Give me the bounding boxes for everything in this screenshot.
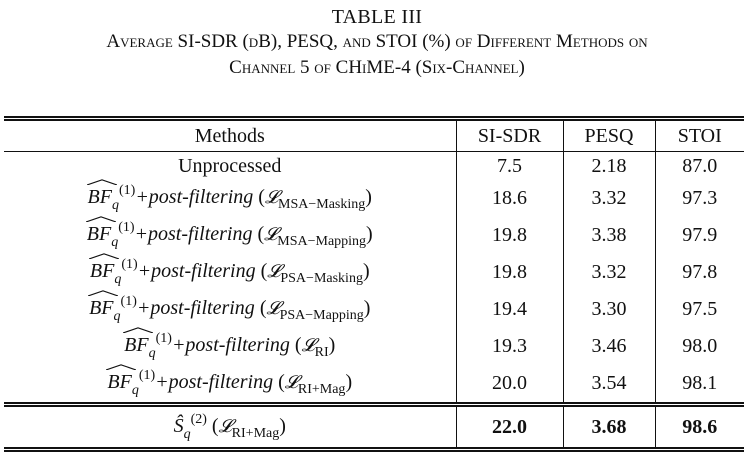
table-row: BFq(1)+post-filtering (𝓛RI) 19.3 3.46 98.0: [4, 327, 744, 365]
beamformer-superscript: (1): [118, 220, 135, 235]
estimate-superscript: (2): [190, 411, 207, 427]
method-cell: BFq(1)+post-filtering (𝓛MSA−Masking): [4, 179, 456, 217]
header-pesq: PESQ: [562, 116, 655, 152]
caption-line-2: Channel 5 of CHiME-4 (Six-Channel): [229, 57, 525, 78]
post-filtering-text: +post-filtering: [137, 260, 256, 282]
stoi-cell: 97.8: [654, 254, 744, 291]
table-row: BFq(1)+post-filtering (𝓛PSA−Masking) 19.8…: [4, 253, 744, 291]
beamformer-symbol: BF: [106, 364, 137, 394]
loss-symbol: 𝓛: [264, 187, 279, 208]
results-table-wrap: Methods SI-SDR PESQ STOI Unprocessed 7.5…: [4, 116, 744, 452]
loss-subscript: RI+Mag: [231, 425, 280, 441]
loss-symbol: 𝓛: [267, 261, 281, 282]
loss-symbol: 𝓛: [301, 335, 315, 356]
stoi-cell: 97.5: [654, 291, 744, 328]
loss-subscript: MSA−Mapping: [277, 234, 367, 249]
si-sdr-cell: 19.8: [455, 217, 563, 254]
pesq-cell: 3.38: [562, 217, 655, 254]
beamformer-subscript: q: [111, 198, 119, 213]
estimate-symbol: Ŝ: [173, 414, 184, 437]
table-row: BFq(1)+post-filtering (𝓛MSA−Mapping) 19.8…: [4, 216, 744, 254]
pesq-cell: 3.68: [562, 402, 655, 452]
loss-subscript: PSA−Mapping: [279, 308, 364, 323]
header-methods: Methods: [4, 116, 456, 152]
stoi-cell: 87.0: [654, 151, 744, 180]
beamformer-subscript: q: [113, 309, 121, 324]
loss-subscript: RI+Mag: [297, 382, 346, 397]
post-filtering-text: +post-filtering: [155, 371, 274, 393]
pesq-cell: 3.32: [562, 180, 655, 217]
beamformer-symbol: BF: [85, 216, 116, 246]
table-row-proposed: Ŝq(2) (𝓛RI+Mag) 22.0 3.68 98.6: [4, 402, 744, 452]
table-row: Unprocessed 7.5 2.18 87.0: [4, 151, 744, 180]
table-body: Unprocessed 7.5 2.18 87.0 BFq(1)+post-fi…: [4, 151, 744, 452]
pesq-cell: 3.54: [562, 365, 655, 405]
si-sdr-cell: 7.5: [455, 151, 563, 180]
stoi-cell: 98.1: [654, 365, 744, 405]
loss-symbol: 𝓛: [218, 415, 232, 437]
beamformer-symbol: BF: [86, 179, 117, 209]
wide-hat-accent: [86, 179, 117, 185]
pesq-cell: 3.32: [562, 254, 655, 291]
beamformer-symbol: BF: [123, 327, 154, 357]
beamformer-subscript: q: [148, 346, 156, 361]
stoi-cell: 97.9: [654, 217, 744, 254]
table-row: BFq(1)+post-filtering (𝓛RI+Mag) 20.0 3.54 9…: [4, 364, 744, 405]
si-sdr-cell: 19.8: [455, 254, 563, 291]
stoi-cell: 98.6: [654, 402, 744, 452]
pesq-cell: 3.46: [562, 328, 655, 365]
method-cell: BFq(1)+post-filtering (𝓛MSA−Mapping): [4, 216, 456, 254]
si-sdr-cell: 19.3: [455, 328, 563, 365]
wide-hat-accent: [88, 290, 119, 296]
wide-hat-accent: [123, 327, 154, 333]
beamformer-subscript: q: [114, 272, 122, 287]
wide-hat-accent: [88, 253, 119, 259]
beamformer-symbol: BF: [88, 290, 119, 320]
si-sdr-cell: 20.0: [455, 365, 563, 405]
post-filtering-text: +post-filtering: [136, 297, 255, 319]
table-row: BFq(1)+post-filtering (𝓛PSA−Mapping) 19.4…: [4, 290, 744, 328]
estimate-subscript: q: [183, 426, 191, 442]
loss-subscript: PSA−Masking: [280, 271, 363, 286]
beamformer-superscript: (1): [120, 294, 137, 309]
pesq-cell: 2.18: [562, 151, 655, 180]
table-number: TABLE III: [331, 6, 423, 28]
si-sdr-cell: 19.4: [455, 291, 563, 328]
si-sdr-cell: 22.0: [455, 402, 563, 452]
method-cell: BFq(1)+post-filtering (𝓛PSA−Mapping): [4, 290, 456, 328]
si-sdr-cell: 18.6: [455, 180, 563, 217]
beamformer-superscript: (1): [118, 183, 136, 198]
method-cell: BFq(1)+post-filtering (𝓛PSA−Masking): [4, 253, 456, 291]
loss-subscript: RI: [314, 345, 329, 360]
beamformer-symbol: BF: [88, 253, 119, 283]
method-cell: Unprocessed: [4, 151, 456, 180]
beamformer-superscript: (1): [155, 331, 172, 346]
loss-symbol: 𝓛: [266, 298, 280, 319]
loss-subscript: MSA−Masking: [278, 197, 366, 212]
loss-symbol: 𝓛: [264, 224, 278, 245]
table-row: BFq(1)+post-filtering (𝓛MSA−Masking) 18.6…: [4, 179, 744, 217]
table-caption: TABLE III Average SI-SDR (dB), PESQ, and…: [0, 5, 754, 81]
stoi-cell: 98.0: [654, 328, 744, 365]
loss-symbol: 𝓛: [284, 372, 298, 393]
caption-line-1: Average SI-SDR (dB), PESQ, and STOI (%) …: [106, 31, 648, 52]
header-stoi: STOI: [654, 116, 744, 152]
stoi-cell: 97.3: [654, 180, 744, 217]
post-filtering-text: +post-filtering: [171, 334, 290, 356]
beamformer-subscript: q: [131, 383, 139, 398]
header-si-sdr: SI-SDR: [455, 116, 563, 152]
post-filtering-text: +post-filtering: [135, 186, 254, 208]
wide-hat-accent: [85, 216, 116, 222]
beamformer-subscript: q: [111, 235, 119, 250]
method-cell: BFq(1)+post-filtering (𝓛RI+Mag): [4, 364, 456, 405]
results-table: Methods SI-SDR PESQ STOI Unprocessed 7.5…: [4, 116, 744, 452]
method-cell: Ŝq(2) (𝓛RI+Mag): [4, 402, 456, 452]
beamformer-superscript: (1): [121, 257, 138, 272]
wide-hat-accent: [106, 364, 137, 370]
beamformer-superscript: (1): [138, 368, 156, 383]
pesq-cell: 3.30: [562, 291, 655, 328]
header-row: Methods SI-SDR PESQ STOI: [4, 116, 744, 152]
method-cell: BFq(1)+post-filtering (𝓛RI): [4, 327, 456, 365]
post-filtering-text: +post-filtering: [134, 223, 253, 245]
